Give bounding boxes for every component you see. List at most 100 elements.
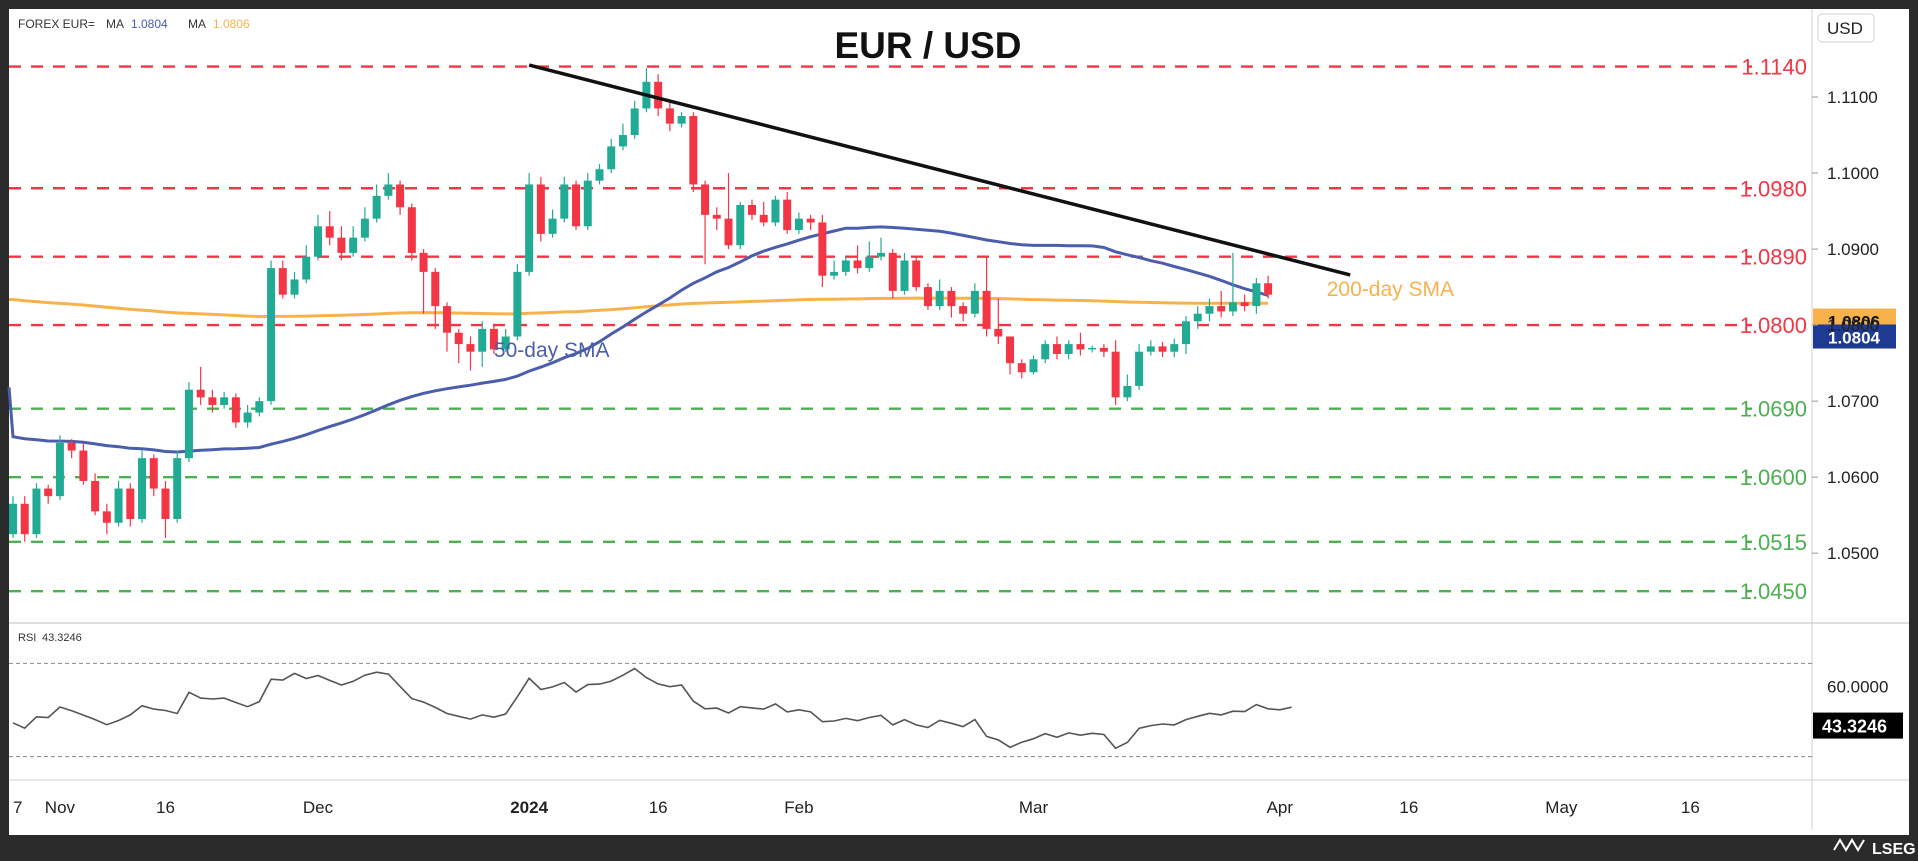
candle-down: [759, 214, 768, 223]
candle-up: [1123, 385, 1132, 398]
time-tick-label: 16: [156, 798, 175, 817]
candle-down: [149, 458, 158, 489]
rsi-value-label: 43.3246: [42, 632, 82, 644]
candle-up: [313, 226, 322, 257]
candle-down: [1052, 344, 1061, 354]
candle-down: [947, 290, 956, 307]
candle-up: [360, 218, 369, 238]
chart-title: EUR / USD: [834, 25, 1021, 66]
time-tick-label: 16: [1681, 798, 1700, 817]
price-tick-label: 1.0900: [1827, 240, 1879, 259]
candle-down: [443, 306, 452, 333]
sma-200-line: [9, 296, 1269, 319]
candle-up: [1182, 321, 1190, 345]
symbol-label: FOREX EUR=: [18, 17, 95, 31]
rsi-line: [12, 667, 1292, 750]
candle-down: [1099, 347, 1108, 352]
candle-up: [9, 503, 17, 535]
level-label: 1.0450: [1740, 579, 1807, 604]
candle-up: [290, 279, 299, 295]
candle-down: [1217, 306, 1226, 312]
candle-down: [231, 397, 240, 423]
candle-up: [184, 389, 193, 459]
ma2-value: 1.0806: [213, 17, 250, 31]
candle-down: [912, 260, 921, 288]
candle-down: [466, 344, 475, 352]
chart-background: [9, 9, 1909, 835]
candle-up: [736, 204, 745, 246]
candle-down: [806, 218, 815, 223]
time-tick-label: Dec: [303, 798, 334, 817]
candle-up: [794, 218, 803, 231]
candle-up: [525, 184, 534, 272]
candle-up: [560, 184, 569, 219]
candle-up: [771, 199, 780, 223]
candle-up: [830, 271, 839, 276]
candle-up: [1088, 347, 1097, 350]
candle-down: [1158, 346, 1167, 352]
candle-down: [994, 328, 1003, 337]
candle-up: [900, 260, 909, 291]
candle-down: [44, 488, 53, 497]
candle-down: [1264, 283, 1273, 295]
candle-down: [1006, 336, 1015, 364]
candle-down: [20, 503, 29, 535]
candle-down: [923, 287, 932, 307]
candle-up: [55, 442, 64, 497]
candle-up: [1041, 344, 1050, 360]
candle-up: [372, 195, 381, 219]
price-tick-label: 1.0700: [1827, 392, 1879, 411]
candle-up: [114, 488, 123, 523]
candle-down: [1017, 363, 1026, 373]
sma-50-line: [7, 225, 1269, 454]
time-tick-label: 16: [649, 798, 668, 817]
time-tick-label: 7: [13, 798, 22, 817]
candle-up: [865, 256, 874, 269]
candle-down: [325, 226, 334, 238]
candle-up: [595, 169, 604, 181]
time-tick-label: Apr: [1267, 798, 1294, 817]
price-tick-label: 1.0600: [1827, 468, 1879, 487]
time-tick-label: 2024: [510, 798, 548, 817]
candle-down: [161, 488, 170, 519]
level-label: 1.0690: [1740, 397, 1807, 422]
candle-down: [783, 199, 792, 231]
ma1-label: MA: [106, 17, 124, 31]
rsi-value-badge: [1813, 712, 1903, 739]
candle-down: [337, 237, 346, 253]
candle-up: [32, 488, 41, 535]
candle-up: [548, 218, 557, 234]
candle-up: [1205, 306, 1214, 314]
currency-button[interactable]: [1817, 13, 1875, 43]
horizontal-levels: 1.1140 1.0980 1.0890 1.0800 1.0690 1.0600 1.05…: [9, 55, 1807, 604]
candle-down: [654, 81, 663, 109]
rsi-value-badge-label: 43.3246: [1822, 717, 1887, 737]
ma2-label: MA: [188, 17, 206, 31]
price-axis: 1.1100 1.1000 1.0900 1.0800 1.0700 1.0600 1.05…: [1812, 88, 1879, 563]
candle-down: [982, 290, 991, 329]
candle-down: [959, 306, 968, 314]
price-tick-label: 1.1100: [1827, 88, 1878, 107]
time-tick-label: Mar: [1019, 798, 1049, 817]
candle-down: [572, 184, 581, 227]
candle-up: [220, 397, 229, 405]
candle-down: [712, 214, 721, 219]
candle-up: [677, 116, 686, 124]
candle-down: [853, 260, 862, 269]
candle-up: [255, 401, 264, 413]
candle-down: [701, 184, 710, 215]
candle-down: [67, 442, 76, 451]
candle-down: [407, 207, 416, 253]
candle-down: [396, 184, 405, 208]
candle-down: [536, 184, 545, 234]
candle-up: [1228, 302, 1237, 312]
sma-50-layer: [7, 225, 1269, 454]
candle-up: [841, 260, 850, 272]
candle-up: [384, 184, 393, 196]
candle-down: [431, 271, 440, 307]
level-label: 1.0800: [1740, 313, 1807, 338]
rsi-panel: 60.0000 43.3246 RSI 43.3246: [9, 632, 1903, 758]
level-label: 1.1140: [1741, 55, 1807, 80]
candle-down: [419, 252, 428, 272]
price-tick-label: 1.0500: [1827, 544, 1879, 563]
